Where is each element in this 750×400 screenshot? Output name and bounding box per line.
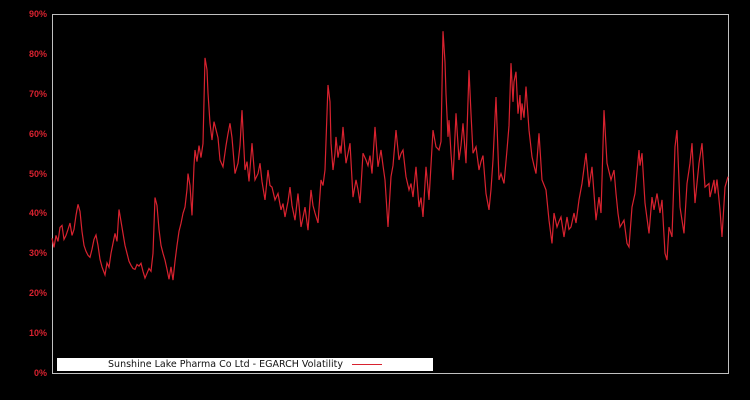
y-axis-tick-label: 80%	[28, 48, 47, 59]
y-axis-tick-label: 50%	[28, 168, 47, 179]
y-axis-tick-label: 40%	[28, 208, 47, 219]
y-axis-tick-label: 20%	[28, 288, 47, 299]
legend-line-sample-icon	[351, 364, 382, 365]
y-axis-tick-label: 90%	[28, 9, 47, 19]
y-axis-tick-label: 70%	[28, 88, 47, 99]
y-axis-tick-label: 0%	[33, 368, 47, 378]
y-axis-tick-label: 30%	[28, 248, 47, 259]
legend-label: Sunshine Lake Pharma Co Ltd - EGARCH Vol…	[108, 359, 343, 370]
legend: Sunshine Lake Pharma Co Ltd - EGARCH Vol…	[57, 358, 433, 371]
plot-area-border	[52, 14, 729, 374]
y-axis-tick-label: 10%	[28, 328, 47, 339]
y-axis-tick-label: 60%	[28, 128, 47, 139]
y-axis: 0% 10% 20% 30% 40% 50% 60% 70% 80% 90%	[0, 0, 47, 400]
egarch-volatility-series-line	[51, 31, 729, 281]
